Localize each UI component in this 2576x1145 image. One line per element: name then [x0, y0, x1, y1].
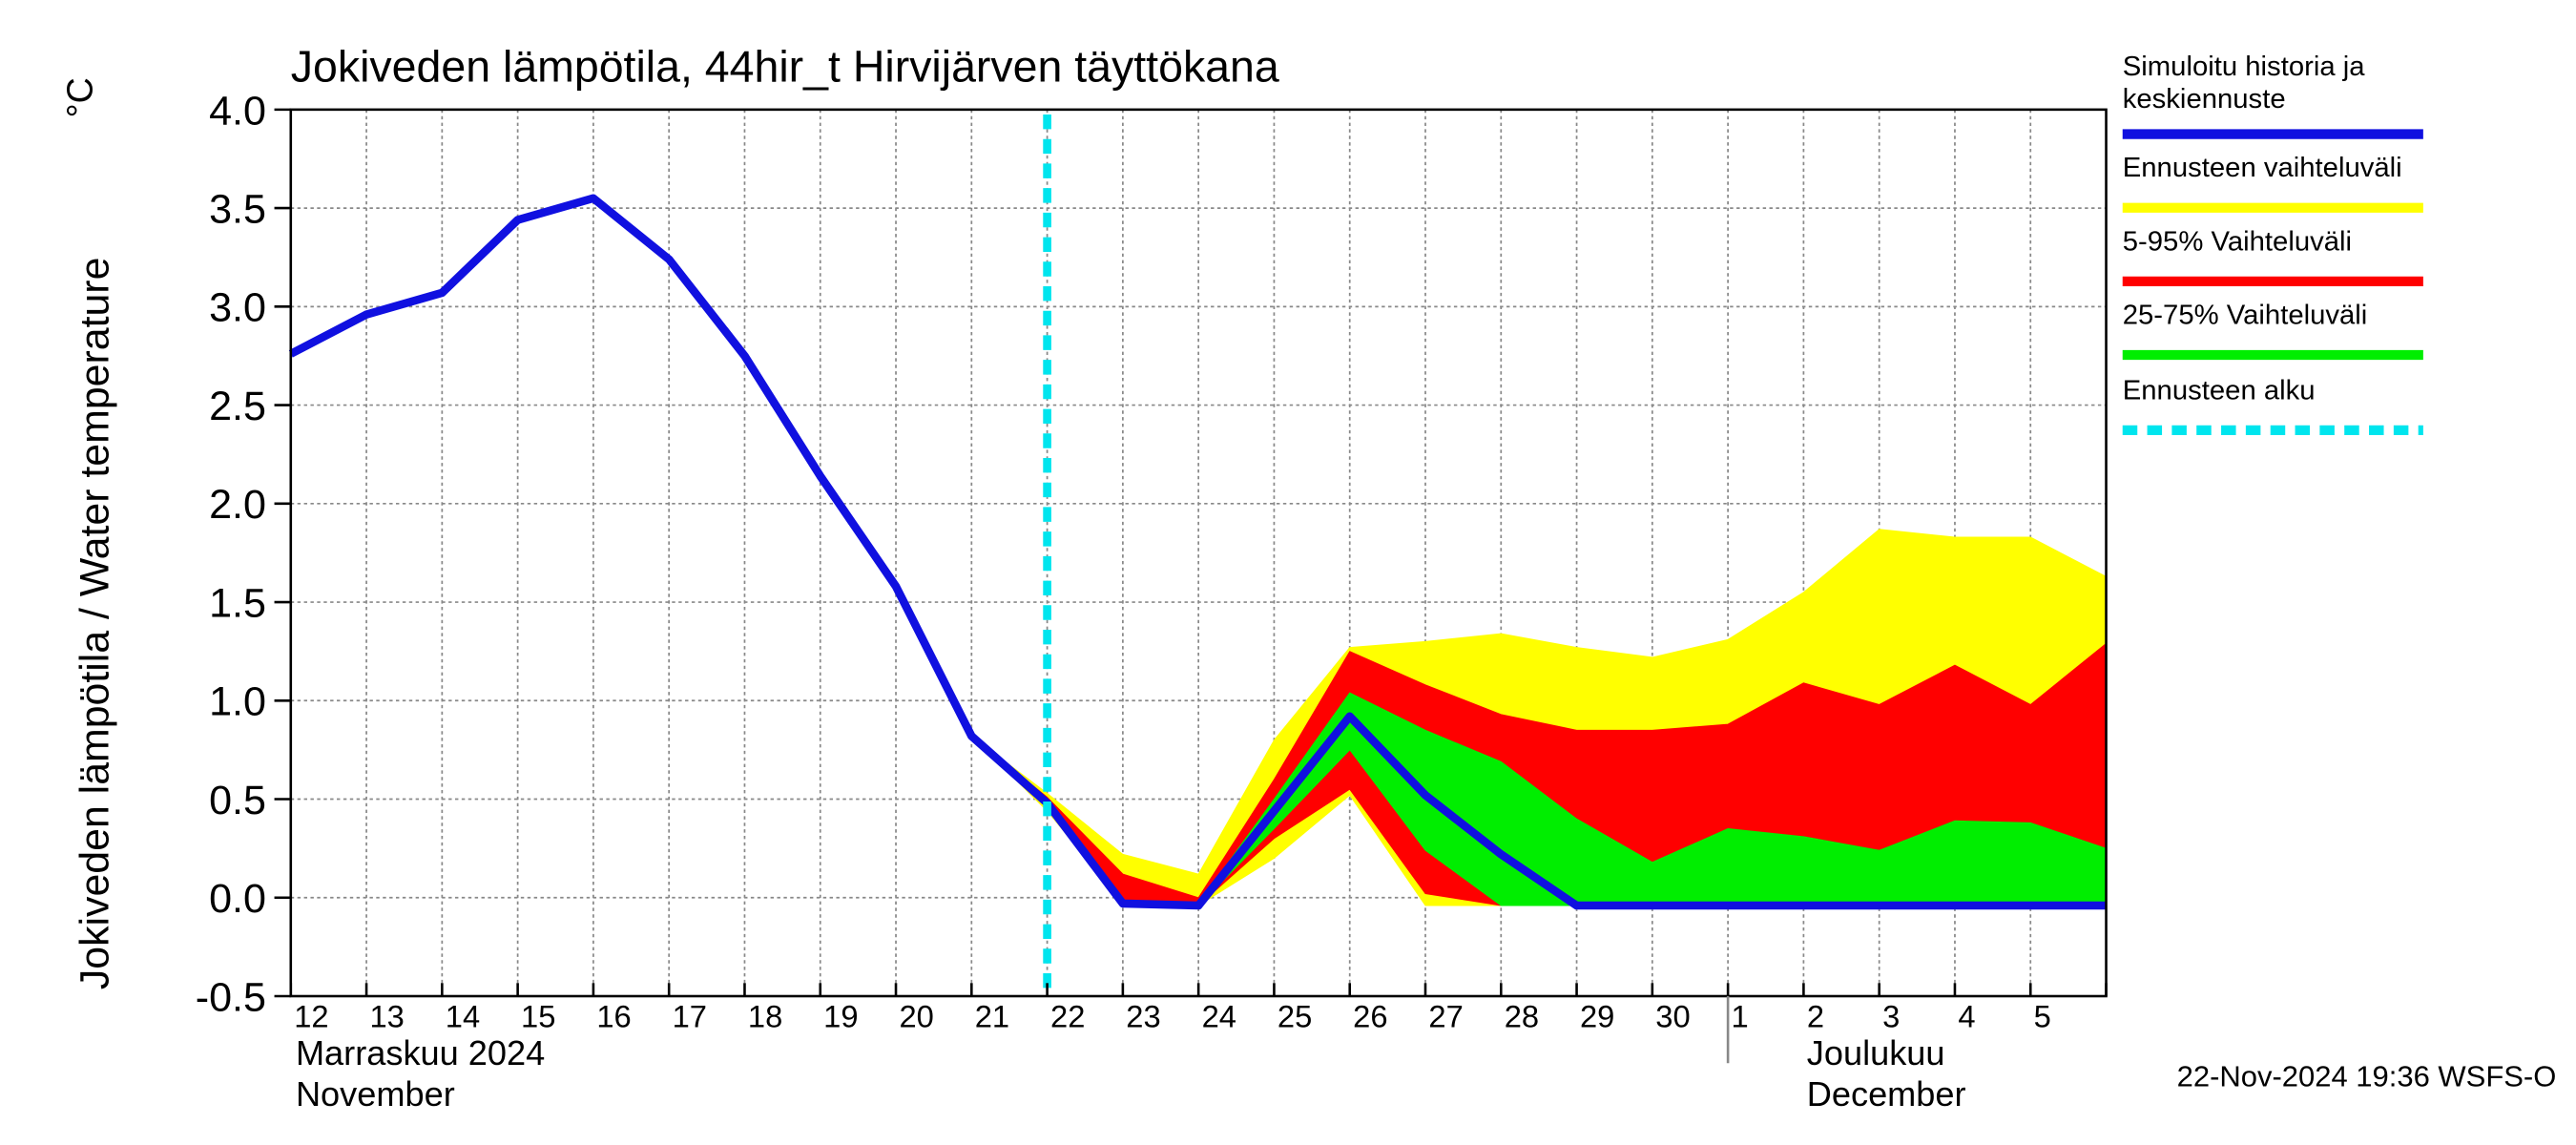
y-tick-label: 0.0 [209, 876, 266, 922]
month-label: December [1807, 1074, 1966, 1114]
x-tick-label: 28 [1505, 999, 1539, 1034]
legend-label-box: Ennusteen alku [2122, 374, 2316, 406]
x-tick-label: 25 [1278, 999, 1312, 1034]
y-unit: °C [60, 77, 100, 117]
x-tick-label: 1 [1732, 999, 1749, 1034]
x-tick-label: 3 [1882, 999, 1900, 1034]
y-tick-label: 3.0 [209, 285, 266, 331]
legend-label: Ennusteen alku [2122, 374, 2316, 406]
timestamp: 22-Nov-2024 19:36 WSFS-O [2177, 1059, 2557, 1093]
x-tick-label: 17 [673, 999, 707, 1034]
x-tick-label: 26 [1353, 999, 1387, 1034]
x-tick-label: 14 [446, 999, 480, 1034]
y-tick-label: 2.5 [209, 384, 266, 429]
x-tick-label: 30 [1655, 999, 1690, 1034]
median-line [288, 194, 2107, 910]
x-tick-label: 16 [596, 999, 631, 1034]
month-label: Joulukuu [1807, 1033, 1945, 1072]
y-tick-label: 4.0 [209, 88, 266, 134]
x-tick-label: 22 [1050, 999, 1085, 1034]
y-tick-label: 0.5 [209, 778, 266, 823]
x-tick-label: 19 [823, 999, 858, 1034]
x-tick-label: 15 [521, 999, 555, 1034]
x-tick-label: 5 [2034, 999, 2051, 1034]
month-label: Marraskuu 2024 [296, 1033, 545, 1072]
month-label: November [296, 1074, 455, 1114]
legend-label-box: Ennusteen vaihteluväli [2122, 152, 2402, 183]
y-tick-label: 1.5 [209, 581, 266, 627]
chart-title: Jokiveden lämpötila, 44hir_t Hirvijärven… [291, 42, 1279, 92]
legend-label-box: Simuloitu historia ja keskiennuste [2122, 51, 2365, 114]
y-tick-label: 1.0 [209, 679, 266, 725]
x-tick-label: 29 [1580, 999, 1614, 1034]
x-tick-label: 18 [748, 999, 782, 1034]
x-tick-label: 4 [1958, 999, 1975, 1034]
x-tick-label: 24 [1202, 999, 1236, 1034]
x-tick-label: 2 [1807, 999, 1824, 1034]
y-axis-label: Jokiveden lämpötila / Water temperature [73, 258, 118, 990]
legend-label-box: 25-75% Vaihteluväli [2122, 299, 2368, 331]
labels: -0.50.00.51.01.52.02.53.03.54.012 13 14 15 1… [196, 88, 2108, 1114]
legend-label: Simuloitu historia ja keskiennuste [2122, 51, 2365, 114]
legend: Simuloitu historia ja keskiennuste Ennust… [2122, 51, 2423, 435]
x-tick-label: 23 [1126, 999, 1160, 1034]
x-tick-label: 27 [1428, 999, 1463, 1034]
y-tick-label: 3.5 [209, 187, 266, 233]
x-tick-label: 13 [370, 999, 405, 1034]
legend-label: 5-95% Vaihteluväli [2122, 225, 2353, 258]
x-tick-label: 21 [975, 999, 1009, 1034]
legend-label-box: 5-95% Vaihteluväli [2122, 225, 2353, 258]
marks [288, 114, 2107, 996]
y-tick-label: 2.0 [209, 482, 266, 528]
x-tick-label: 12 [294, 999, 328, 1034]
x-tick-label: 20 [899, 999, 933, 1034]
y-tick-label: -0.5 [196, 975, 266, 1021]
legend-label: 25-75% Vaihteluväli [2122, 299, 2368, 331]
legend-label: Ennusteen vaihteluväli [2122, 152, 2402, 183]
